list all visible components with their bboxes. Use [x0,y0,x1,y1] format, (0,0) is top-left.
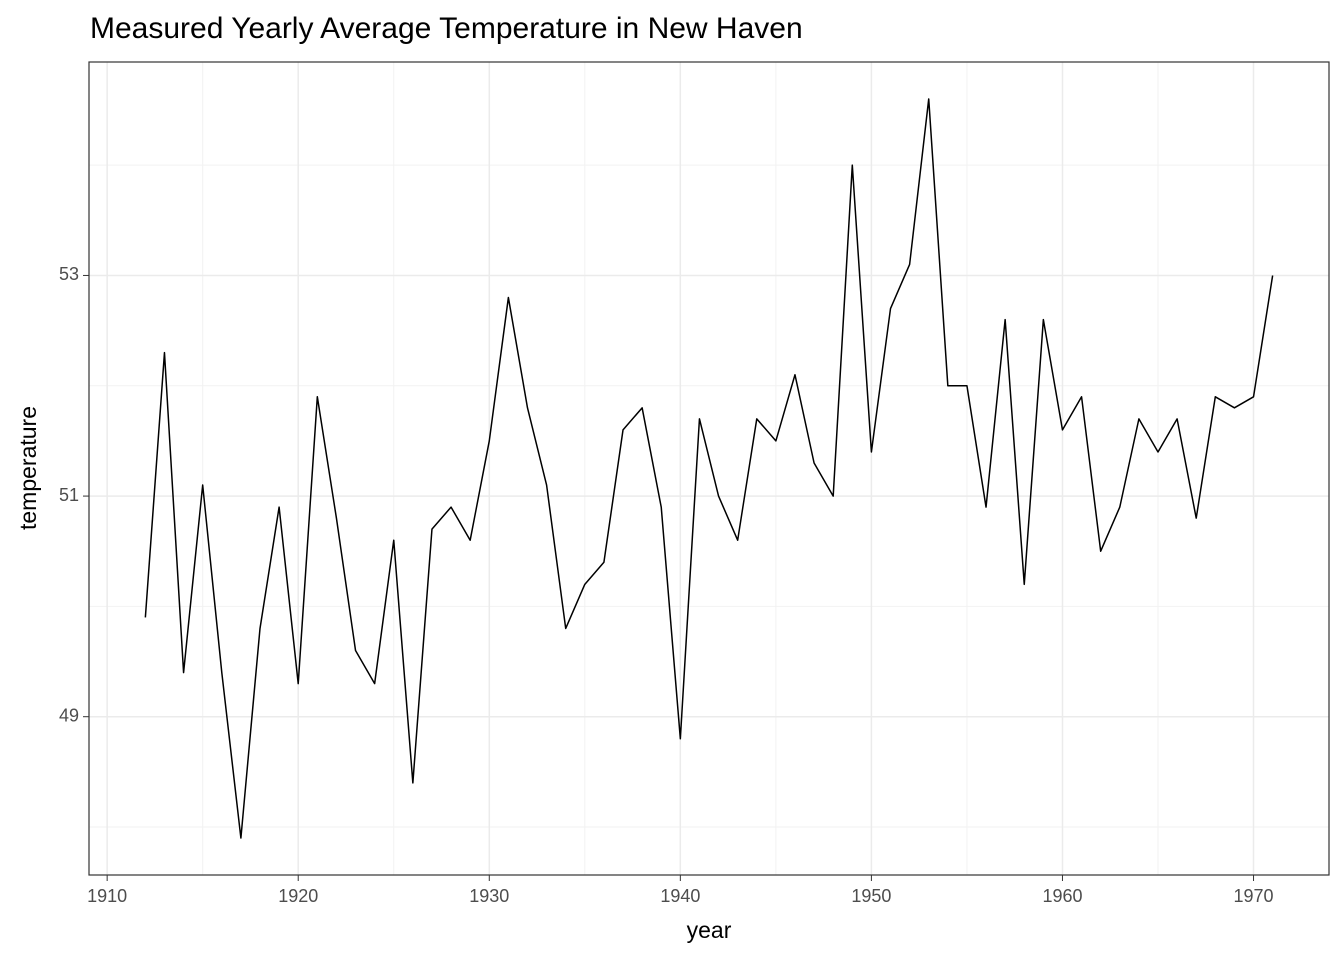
panel-border [88,61,1330,876]
x-tick-label: 1930 [469,886,509,906]
x-axis-title: year [687,917,732,943]
y-axis-title: temperature [15,406,41,530]
chart-title: Measured Yearly Average Temperature in N… [90,12,803,45]
x-tick-label: 1960 [1042,886,1082,906]
x-tick-label: 1920 [278,886,318,906]
data-line [144,98,1274,839]
y-tick-label: 51 [59,485,79,505]
x-tick-label: 1950 [851,886,891,906]
y-tick-label: 53 [59,264,79,284]
x-tick-label: 1940 [660,886,700,906]
y-tick-label: 49 [59,705,79,725]
x-tick-label: 1970 [1234,886,1274,906]
x-tick-label: 1910 [87,886,127,906]
